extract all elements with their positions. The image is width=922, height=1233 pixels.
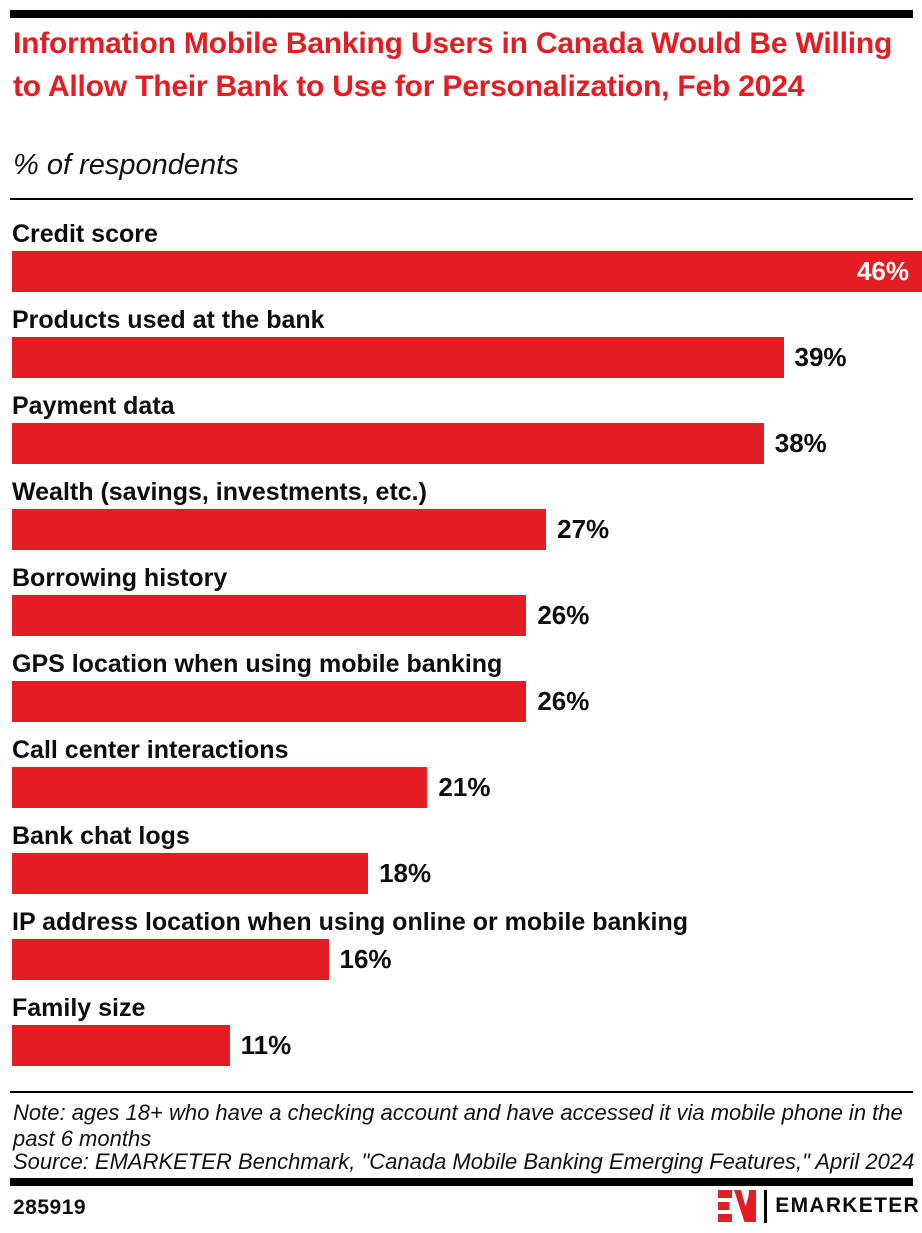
bar-row: Wealth (savings, investments, etc.) 27% [12,478,922,564]
chart-note: Note: ages 18+ who have a checking accou… [13,1100,903,1152]
bar-track: 38% [12,423,922,464]
bar-track: 46% [12,251,922,292]
chart-title: Information Mobile Banking Users in Cana… [13,27,893,103]
bar-track: 16% [12,939,922,980]
note-divider [10,1091,913,1093]
bar-row: Credit score 46% [12,220,922,306]
bar: 46% [12,251,922,292]
note-line: Note: ages 18+ who have a checking accou… [13,1100,903,1125]
bar-track: 21% [12,767,922,808]
bar [12,509,547,550]
bar [12,767,428,808]
category-label: Borrowing history [12,564,228,592]
chart-subtitle: % of respondents [13,149,239,181]
category-label: Call center interactions [12,736,289,764]
bar-value-label: 18% [379,858,432,888]
bar-value-label: 26% [537,600,590,630]
bottom-rule [10,1178,913,1186]
bar-track: 26% [12,681,922,722]
category-label: Payment data [12,392,175,420]
bar-row: Products used at the bank 39% [12,306,922,392]
bar-value-label: 26% [537,686,590,716]
category-label: Family size [12,994,146,1022]
bar [12,939,329,980]
category-label: Credit score [12,220,158,248]
bar-row: Payment data 38% [12,392,922,478]
category-label: IP address location when using online or… [12,908,689,936]
category-label: Wealth (savings, investments, etc.) [12,478,427,506]
bar-row: Borrowing history 26% [12,564,922,650]
bar-row: Family size 11% [12,994,922,1080]
bar-value-label: 16% [339,944,392,974]
bar [12,1025,230,1066]
emarketer-monogram-icon [718,1190,757,1222]
category-label: Products used at the bank [12,306,325,334]
bar [12,337,784,378]
bar [12,853,369,894]
category-label: Bank chat logs [12,822,190,850]
top-rule [10,10,913,18]
bar-track: 18% [12,853,922,894]
bar-value-label: 11% [240,1030,292,1060]
bar-value-label: 39% [794,342,847,372]
bar-row: Bank chat logs 18% [12,822,922,908]
bar-row: GPS location when using mobile banking 2… [12,650,922,736]
header-divider [10,198,913,200]
brand-logo: EMARKETER [718,1189,920,1223]
logo-divider [764,1189,768,1223]
bar-row: IP address location when using online or… [12,908,922,994]
brand-wordmark: EMARKETER [775,1194,920,1217]
bar-track: 39% [12,337,922,378]
bar [12,595,527,636]
category-label: GPS location when using mobile banking [12,650,503,678]
chart-id: 285919 [13,1196,87,1219]
bar-chart: Credit score 46% Products used at the ba… [12,220,922,1080]
note-line: past 6 months [13,1126,152,1151]
bar-track: 11% [12,1025,922,1066]
bar-value-label-inside: 46% [856,256,909,286]
bar-row: Call center interactions 21% [12,736,922,822]
bar-track: 27% [12,509,922,550]
chart-source: Source: EMARKETER Benchmark, "Canada Mob… [13,1149,915,1174]
bar-track: 26% [12,595,922,636]
bar-value-label: 21% [438,772,491,802]
bar-value-label: 38% [774,428,827,458]
bar-value-label: 27% [557,514,610,544]
bar [12,423,764,464]
bar [12,681,527,722]
